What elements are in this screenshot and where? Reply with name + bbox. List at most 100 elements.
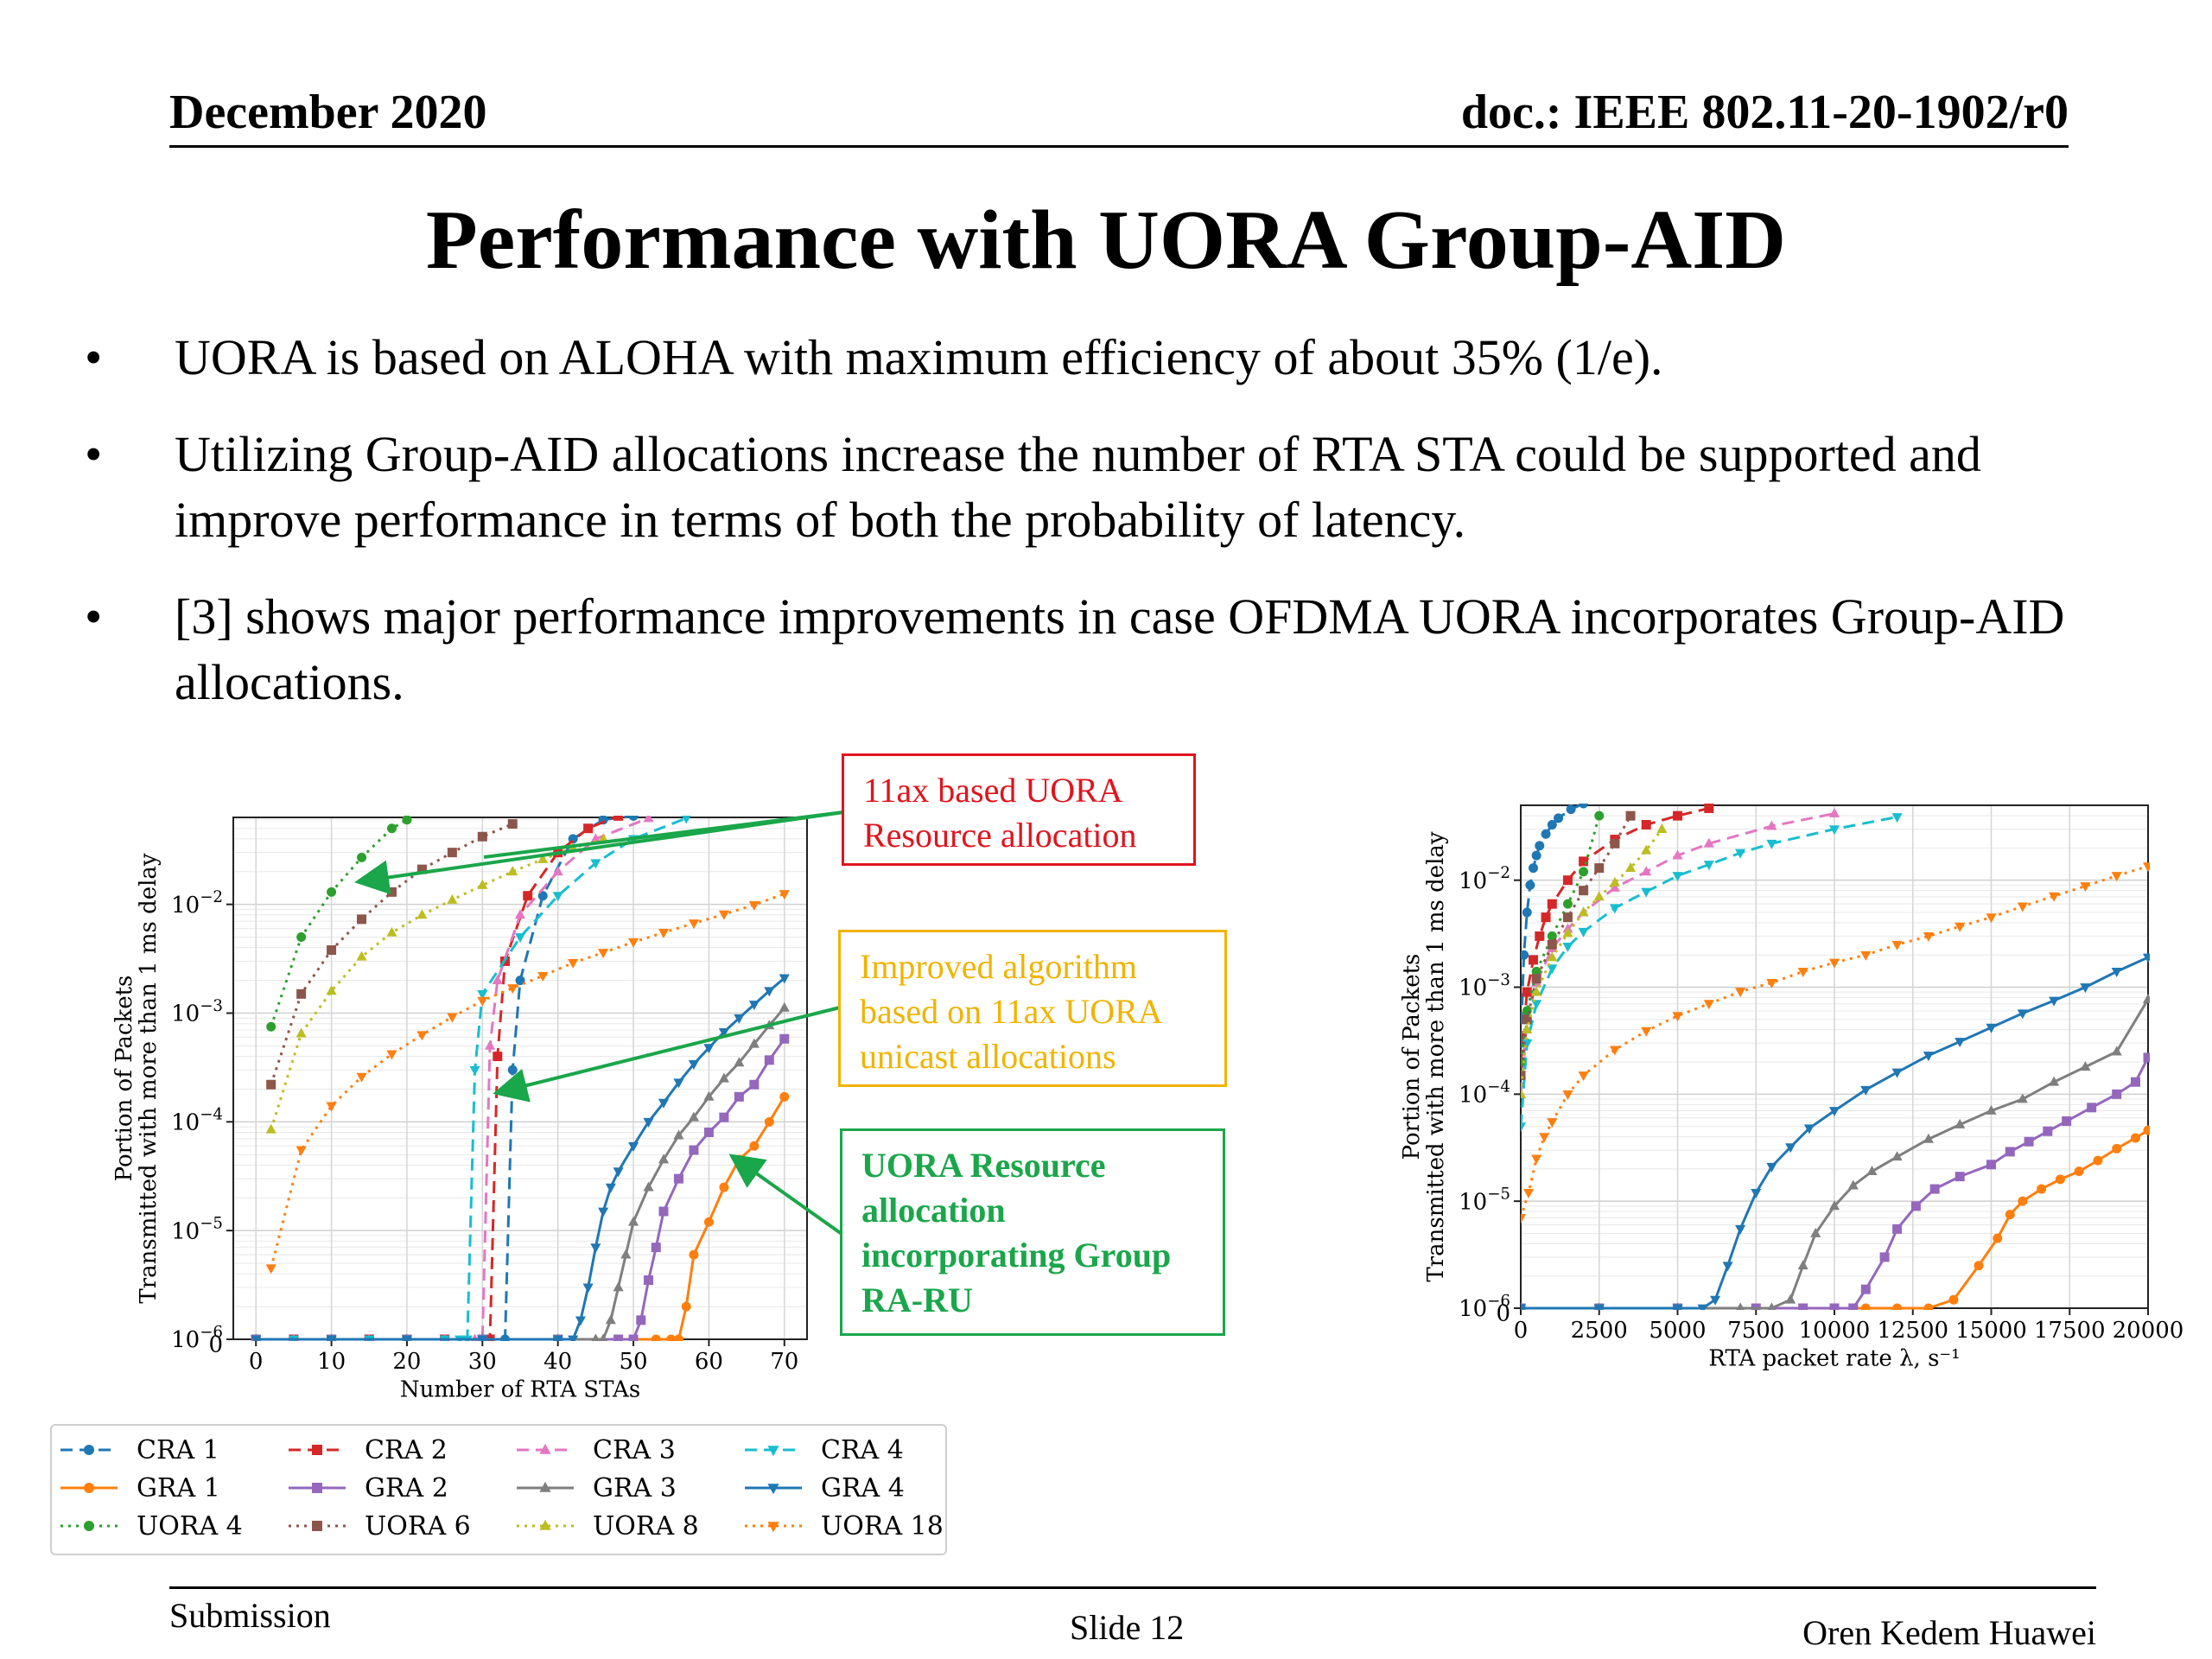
- chart-right: 0 2500 5000 7500 10000 12500 15000 17500 20000 10…: [1399, 804, 2184, 1371]
- data-point: [1562, 875, 1573, 886]
- data-point: [779, 1001, 790, 1012]
- data-point: [1547, 899, 1557, 909]
- data-point: [1521, 950, 1529, 960]
- data-point: [2017, 902, 2028, 912]
- data-point: [1641, 887, 1652, 898]
- legend-item-uora-6: UORA 6: [289, 1511, 471, 1541]
- series-line-cra-2: [1521, 806, 1710, 1063]
- data-point: [1751, 1303, 1761, 1310]
- data-point: [2111, 968, 2122, 978]
- data-point: [1828, 958, 1840, 969]
- data-point: [515, 976, 525, 986]
- x-tick-label: 20000: [2113, 1318, 2184, 1344]
- data-point: [386, 823, 397, 834]
- y-axis-label: Transmitted with more than 1 ms delay: [136, 853, 162, 1304]
- legend-marker: [312, 1483, 322, 1493]
- data-point: [537, 853, 549, 863]
- data-point: [1609, 1046, 1620, 1056]
- y-zero-label: 0: [208, 1332, 223, 1357]
- data-point: [2024, 1136, 2034, 1147]
- data-point: [2130, 1077, 2140, 1087]
- header-doc-id: doc.: IEEE 802.11-20-1902/r0: [1460, 86, 2069, 139]
- legend-marker: [767, 1522, 779, 1533]
- legend-marker: [767, 1446, 779, 1457]
- x-tick-label: 30: [468, 1349, 497, 1375]
- data-point: [748, 900, 760, 911]
- arrow-green-to-gra: [728, 1154, 843, 1236]
- series-uora-18: [1521, 862, 2150, 1224]
- series-group: [1521, 804, 2150, 1310]
- data-point: [1547, 964, 1558, 975]
- data-point: [628, 1216, 639, 1226]
- legend-item-gra-4: GRA 4: [745, 1473, 905, 1503]
- data-point: [749, 1079, 760, 1090]
- data-point: [598, 1207, 609, 1217]
- legend-item-uora-4: UORA 4: [60, 1511, 243, 1541]
- y-tick-label: 10−5: [1459, 1185, 1510, 1216]
- legend-marker: [84, 1483, 94, 1493]
- legend-label: CRA 1: [137, 1435, 219, 1465]
- data-point: [266, 1079, 276, 1090]
- data-point: [386, 926, 397, 937]
- data-point: [296, 988, 307, 999]
- legend-marker: [767, 1484, 779, 1495]
- data-point: [1672, 1304, 1683, 1310]
- data-point: [1847, 1179, 1859, 1190]
- data-point: [1892, 1224, 1903, 1234]
- data-point: [265, 1264, 276, 1274]
- bullet-mark: •: [85, 588, 103, 645]
- data-point: [447, 848, 457, 858]
- series-line-gra-2: [1521, 1057, 2150, 1310]
- legend-label: UORA 8: [593, 1511, 699, 1541]
- data-point: [1531, 1154, 1542, 1165]
- x-axis-label: Number of RTA STAs: [400, 1376, 640, 1400]
- data-point: [703, 1090, 715, 1101]
- bullet-text: [3] shows major performance improvements…: [175, 588, 2065, 710]
- data-point: [590, 833, 601, 843]
- data-point: [1521, 1304, 1527, 1310]
- data-point: [681, 816, 691, 824]
- data-point: [613, 1167, 624, 1178]
- data-point: [2017, 1009, 2028, 1020]
- data-point: [1697, 1304, 1708, 1310]
- data-point: [477, 879, 488, 889]
- data-point: [1529, 955, 1539, 965]
- data-point: [296, 1146, 307, 1156]
- data-point: [1539, 1133, 1550, 1143]
- bullet-1: • UORA is based on ALOHA with maximum ef…: [79, 325, 2136, 391]
- data-point: [703, 1128, 714, 1138]
- data-point: [1848, 1303, 1859, 1310]
- data-point: [1672, 1012, 1683, 1022]
- data-point: [718, 1027, 729, 1038]
- data-point: [1735, 1224, 1746, 1235]
- data-point: [605, 1314, 616, 1325]
- data-point: [416, 1031, 428, 1041]
- y-axis-label: Transmitted with more than 1 ms delay: [1423, 831, 1449, 1282]
- data-point: [2142, 862, 2150, 873]
- data-point: [1948, 1294, 1959, 1305]
- series-gra-4: [1521, 953, 2150, 1310]
- legend-item-gra-1: GRA 1: [60, 1473, 220, 1503]
- data-point: [1751, 1188, 1762, 1198]
- chart-legend: CRA 1 CRA 2 CRA 3 CRA 4 GRA 1 GRA 2 GRA 3 GRA 4…: [50, 1424, 947, 1555]
- arrow-red-to-cra: [483, 810, 844, 859]
- data-point: [673, 1334, 683, 1341]
- data-point: [537, 972, 549, 982]
- series-line-uora-6: [270, 823, 513, 1085]
- data-point: [1562, 1090, 1573, 1100]
- legend-label: CRA 4: [821, 1435, 904, 1465]
- annotation-improved-algorithm: Improved algorithm based on 11ax UORA un…: [838, 930, 1227, 1087]
- x-tick-label: 7500: [1727, 1318, 1784, 1344]
- data-point: [1672, 849, 1683, 860]
- data-point: [568, 958, 579, 969]
- data-point: [2018, 1196, 2028, 1206]
- data-point: [689, 1145, 699, 1155]
- annotation-group-ra-ru: UORA Resource allocation incorporating G…: [840, 1128, 1225, 1336]
- bullet-mark: •: [85, 329, 103, 385]
- data-point: [1766, 839, 1777, 849]
- data-point: [1703, 1000, 1714, 1010]
- legend-item-uora-8: UORA 8: [517, 1511, 699, 1541]
- data-point: [1521, 1088, 1527, 1098]
- data-point: [688, 1060, 699, 1071]
- series-gra-3: [1521, 993, 2150, 1310]
